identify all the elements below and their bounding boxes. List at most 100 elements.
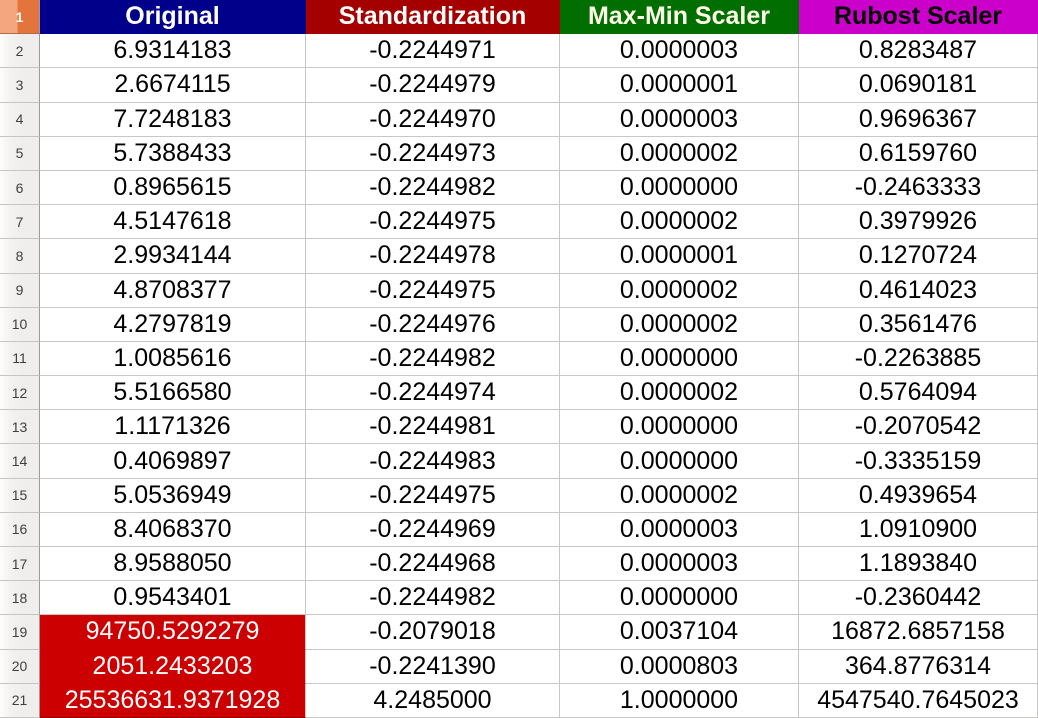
row-header-10[interactable]: 10 — [0, 307, 40, 342]
cell[interactable]: -0.2463333 — [799, 170, 1038, 206]
cell[interactable]: 1.0000000 — [560, 683, 799, 718]
cell[interactable]: -0.3335159 — [799, 444, 1038, 479]
cell[interactable]: -0.2263885 — [799, 341, 1038, 377]
cell[interactable]: 1.1171326 — [40, 410, 306, 445]
cell[interactable]: 0.0000002 — [560, 478, 799, 513]
cell[interactable]: 0.0000000 — [560, 341, 799, 377]
cell[interactable]: 7.7248183 — [40, 102, 306, 137]
cell[interactable]: 4.5147618 — [40, 205, 306, 240]
cell[interactable]: 0.0000002 — [560, 205, 799, 240]
cell[interactable]: 0.0000003 — [560, 512, 799, 547]
cell[interactable]: 2051.2433203 — [40, 649, 306, 684]
cell[interactable]: -0.2244975 — [306, 478, 560, 513]
cell[interactable]: 0.0000001 — [560, 239, 799, 274]
row-header-1[interactable]: 1 — [0, 0, 40, 35]
cell[interactable]: 0.0000003 — [560, 34, 799, 69]
cell[interactable]: -0.2244976 — [306, 307, 560, 342]
cell[interactable]: 1.1893840 — [799, 547, 1038, 582]
cell[interactable]: 0.0000002 — [560, 136, 799, 171]
row-header-6[interactable]: 6 — [0, 170, 40, 206]
cell[interactable]: 0.3561476 — [799, 307, 1038, 342]
cell[interactable]: -0.2244975 — [306, 273, 560, 308]
column-header-standardization[interactable]: Standardization — [306, 0, 560, 35]
cell[interactable]: 94750.5292279 — [40, 615, 306, 650]
cell[interactable]: 1.0085616 — [40, 341, 306, 377]
row-header-12[interactable]: 12 — [0, 376, 40, 411]
row-header-16[interactable]: 16 — [0, 512, 40, 547]
row-header-13[interactable]: 13 — [0, 410, 40, 445]
cell[interactable]: -0.2244982 — [306, 170, 560, 206]
cell[interactable]: 0.0000003 — [560, 547, 799, 582]
cell[interactable]: -0.2244981 — [306, 410, 560, 445]
cell[interactable]: 0.0000002 — [560, 273, 799, 308]
column-header-rubost-scaler[interactable]: Rubost Scaler — [799, 0, 1038, 35]
row-header-8[interactable]: 8 — [0, 239, 40, 274]
cell[interactable]: 0.8965615 — [40, 170, 306, 206]
cell[interactable]: 0.9696367 — [799, 102, 1038, 137]
cell[interactable]: 0.0000000 — [560, 444, 799, 479]
row-header-20[interactable]: 20 — [0, 649, 40, 684]
cell[interactable]: 364.8776314 — [799, 649, 1038, 684]
cell[interactable]: -0.2244979 — [306, 68, 560, 103]
cell[interactable]: 2.9934144 — [40, 239, 306, 274]
row-header-21[interactable]: 21 — [0, 683, 40, 718]
row-header-15[interactable]: 15 — [0, 478, 40, 513]
cell[interactable]: 0.1270724 — [799, 239, 1038, 274]
cell[interactable]: -0.2244969 — [306, 512, 560, 547]
row-header-18[interactable]: 18 — [0, 581, 40, 616]
column-header-original[interactable]: Original — [40, 0, 306, 35]
cell[interactable]: -0.2244971 — [306, 34, 560, 69]
cell[interactable]: 6.9314183 — [40, 34, 306, 69]
cell[interactable]: 0.0000000 — [560, 410, 799, 445]
cell[interactable]: 0.4069897 — [40, 444, 306, 479]
cell[interactable]: 0.4614023 — [799, 273, 1038, 308]
cell[interactable]: 0.0000803 — [560, 649, 799, 684]
cell[interactable]: 0.6159760 — [799, 136, 1038, 171]
cell[interactable]: -0.2244973 — [306, 136, 560, 171]
cell[interactable]: 0.0000000 — [560, 581, 799, 616]
row-header-5[interactable]: 5 — [0, 136, 40, 171]
cell[interactable]: 0.0037104 — [560, 615, 799, 650]
cell[interactable]: -0.2070542 — [799, 410, 1038, 445]
row-header-17[interactable]: 17 — [0, 547, 40, 582]
cell[interactable]: 0.8283487 — [799, 34, 1038, 69]
row-header-9[interactable]: 9 — [0, 273, 40, 308]
cell[interactable]: 0.5764094 — [799, 376, 1038, 411]
cell[interactable]: -0.2244975 — [306, 205, 560, 240]
cell[interactable]: 4547540.7645023 — [799, 683, 1038, 718]
row-header-11[interactable]: 11 — [0, 341, 40, 377]
cell[interactable]: 25536631.9371928 — [40, 683, 306, 718]
row-header-7[interactable]: 7 — [0, 205, 40, 240]
cell[interactable]: 0.3979926 — [799, 205, 1038, 240]
cell[interactable]: 0.4939654 — [799, 478, 1038, 513]
cell[interactable]: -0.2244978 — [306, 239, 560, 274]
cell[interactable]: 5.7388433 — [40, 136, 306, 171]
row-header-19[interactable]: 19 — [0, 615, 40, 650]
row-header-3[interactable]: 3 — [0, 68, 40, 103]
cell[interactable]: 5.0536949 — [40, 478, 306, 513]
cell[interactable]: 4.2485000 — [306, 683, 560, 718]
cell[interactable]: 0.0000002 — [560, 376, 799, 411]
cell[interactable]: 0.0690181 — [799, 68, 1038, 103]
cell[interactable]: 0.9543401 — [40, 581, 306, 616]
cell[interactable]: 4.8708377 — [40, 273, 306, 308]
row-header-4[interactable]: 4 — [0, 102, 40, 137]
cell[interactable]: 2.6674115 — [40, 68, 306, 103]
row-header-14[interactable]: 14 — [0, 444, 40, 479]
cell[interactable]: 1.0910900 — [799, 512, 1038, 547]
cell[interactable]: 16872.6857158 — [799, 615, 1038, 650]
cell[interactable]: -0.2360442 — [799, 581, 1038, 616]
cell[interactable]: -0.2244982 — [306, 341, 560, 377]
cell[interactable]: -0.2244970 — [306, 102, 560, 137]
column-header-maxmin-scaler[interactable]: Max-Min Scaler — [560, 0, 799, 35]
cell[interactable]: 0.0000002 — [560, 307, 799, 342]
cell[interactable]: -0.2079018 — [306, 615, 560, 650]
cell[interactable]: -0.2244982 — [306, 581, 560, 616]
cell[interactable]: -0.2244983 — [306, 444, 560, 479]
cell[interactable]: 0.0000003 — [560, 102, 799, 137]
cell[interactable]: -0.2241390 — [306, 649, 560, 684]
cell[interactable]: 0.0000000 — [560, 170, 799, 206]
cell[interactable]: -0.2244968 — [306, 547, 560, 582]
cell[interactable]: 4.2797819 — [40, 307, 306, 342]
cell[interactable]: 0.0000001 — [560, 68, 799, 103]
